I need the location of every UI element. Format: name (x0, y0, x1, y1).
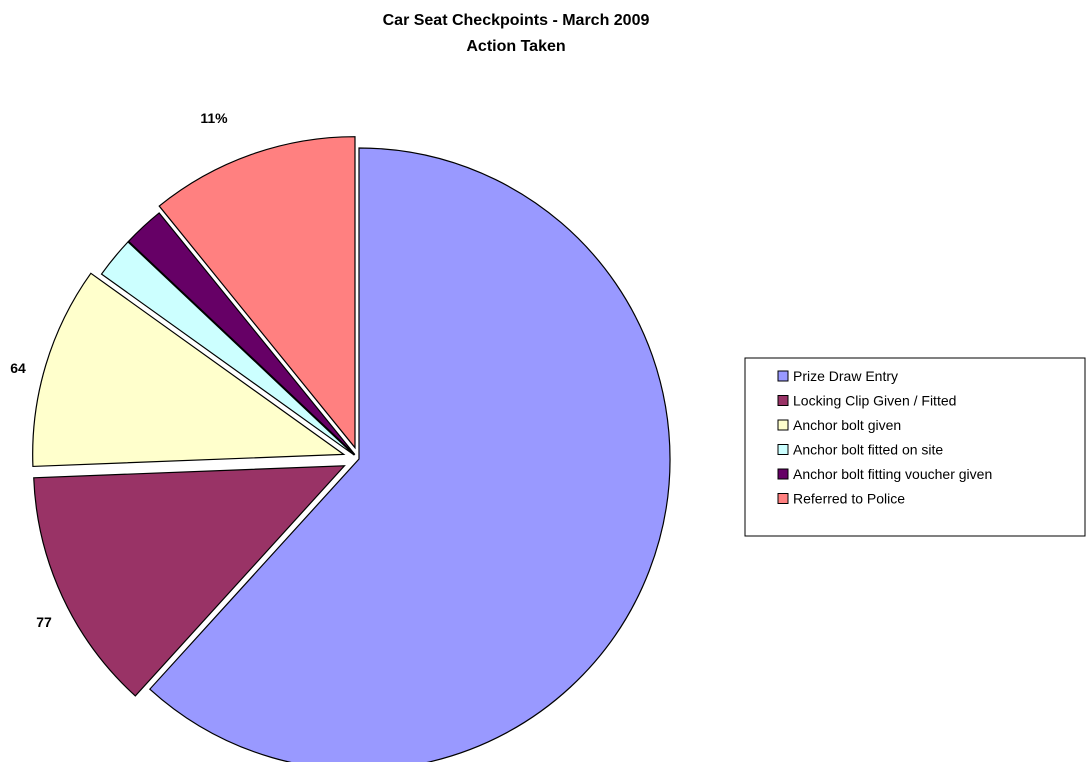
pie-slice-anchor-bolt-fitted-on-site (100, 241, 355, 456)
data-label-anchor-bolt-given: 64 (10, 360, 26, 376)
pie-slice-locking-clip-given-fitted (33, 465, 346, 697)
legend-item-prize-draw-entry: Prize Draw Entry (777, 368, 898, 384)
chart-title: Car Seat Checkpoints - March 2009 (383, 12, 650, 29)
legend-frame (744, 357, 1086, 537)
legend-item-locking-clip-given-fitted: Locking Clip Given / Fitted (777, 393, 956, 409)
legend-label: Anchor bolt fitted on site (793, 442, 943, 458)
legend-swatch (777, 370, 789, 382)
legend-items: Prize Draw Entry Locking Clip Given / Fit… (777, 368, 992, 507)
pie-slice-referred-to-police (158, 136, 356, 450)
data-labels: 77 64 11% (10, 110, 228, 630)
chart-subtitle: Action Taken (466, 38, 565, 55)
legend-item-referred-to-police: Referred to Police (777, 491, 905, 507)
legend-label: Locking Clip Given / Fitted (793, 393, 956, 409)
data-label-locking-clip: 77 (36, 614, 52, 630)
legend-label: Prize Draw Entry (793, 368, 898, 384)
chart-legend: Prize Draw Entry Locking Clip Given / Fit… (744, 357, 1086, 537)
legend-swatch (777, 444, 789, 455)
legend-item-anchor-bolt-fitting-voucher-given: Anchor bolt fitting voucher given (777, 466, 992, 482)
legend-item-anchor-bolt-given: Anchor bolt given (777, 417, 901, 433)
legend-swatch (777, 493, 789, 504)
pie-slice-anchor-bolt-fitting-voucher-given (127, 212, 356, 456)
legend-item-anchor-bolt-fitted-on-site: Anchor bolt fitted on site (777, 442, 943, 458)
data-label-referred-to-police: 11% (200, 110, 228, 126)
pie-slices (32, 136, 671, 762)
legend-swatch (777, 395, 789, 406)
pie-slice-prize-draw-entry (148, 147, 671, 762)
pie-slice-anchor-bolt-given (32, 272, 346, 468)
legend-label: Anchor bolt given (793, 417, 901, 433)
legend-label: Anchor bolt fitting voucher given (793, 466, 992, 482)
legend-swatch (777, 468, 789, 480)
legend-label: Referred to Police (793, 491, 905, 507)
legend-swatch (777, 419, 789, 431)
